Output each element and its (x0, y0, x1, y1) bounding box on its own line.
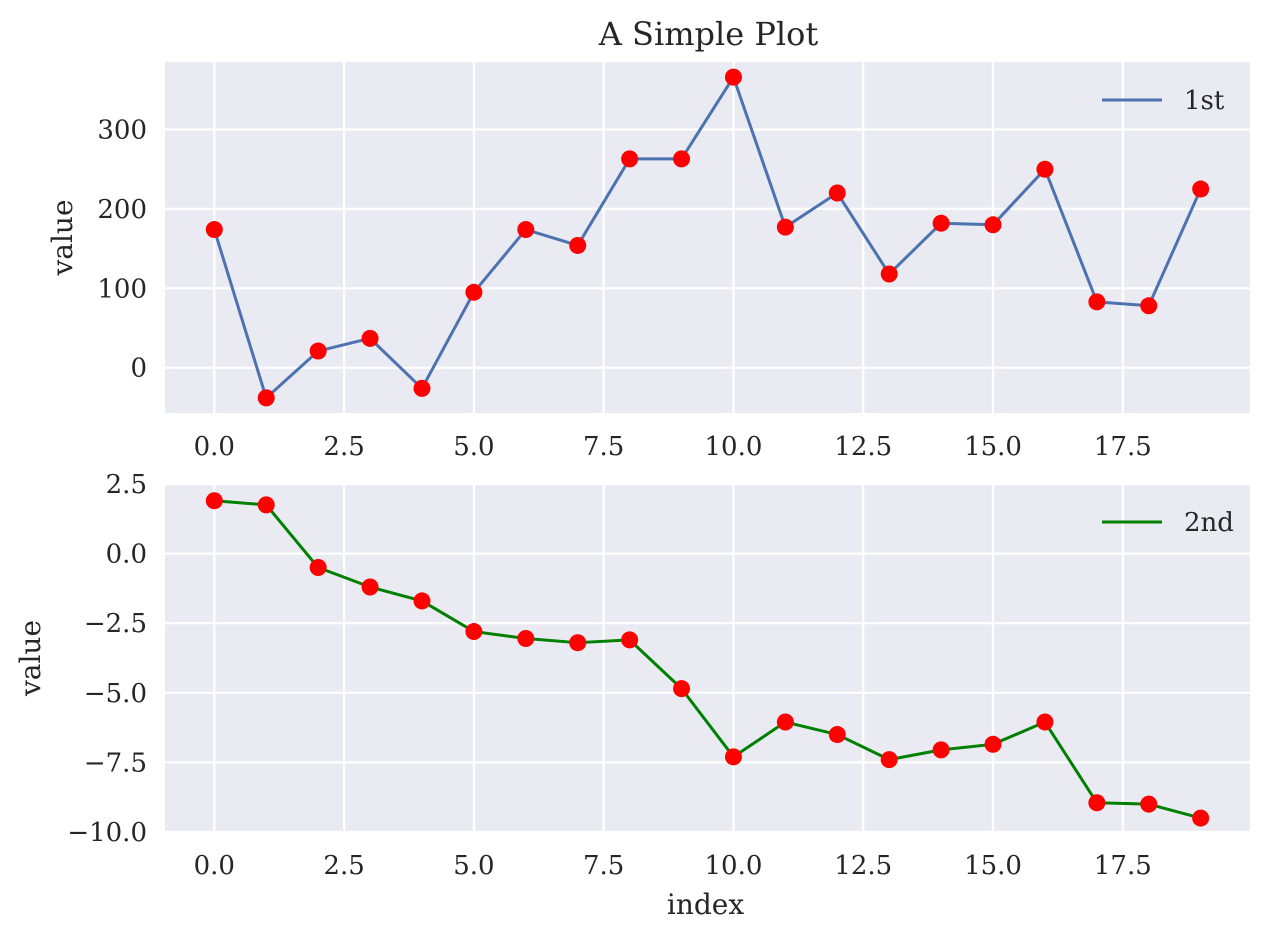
data-point (1088, 293, 1106, 311)
data-point (205, 221, 223, 239)
x-tick-label: 5.0 (453, 432, 494, 462)
x-tick-label: 15.0 (964, 432, 1022, 462)
plot-background (165, 484, 1250, 832)
watermark-text: 知乎 @丁凯星 (1034, 870, 1236, 908)
data-point (517, 630, 535, 648)
data-point (1088, 794, 1106, 812)
data-point (309, 559, 327, 577)
y-tick-label: 0.0 (106, 540, 147, 570)
data-point (205, 492, 223, 510)
x-tick-label: 0.0 (194, 432, 235, 462)
data-point (309, 342, 327, 360)
data-point (621, 631, 639, 649)
x-tick-label: 7.5 (583, 851, 624, 881)
data-point (880, 265, 898, 283)
x-tick-label: 15.0 (964, 851, 1022, 881)
data-point (361, 578, 379, 596)
data-point (984, 735, 1002, 753)
x-tick-label: 2.5 (323, 432, 364, 462)
x-tick-label: 17.5 (1094, 432, 1152, 462)
data-point (724, 68, 742, 86)
y-axis-label: value (46, 199, 79, 276)
legend-label: 2nd (1184, 508, 1234, 538)
data-point (828, 726, 846, 744)
x-tick-label: 7.5 (583, 432, 624, 462)
data-point (673, 680, 691, 698)
x-tick-label: 12.5 (834, 851, 892, 881)
x-tick-label: 2.5 (323, 851, 364, 881)
data-point (465, 283, 483, 301)
data-point (413, 592, 431, 610)
data-point (465, 623, 483, 641)
data-point (1140, 795, 1158, 813)
data-point (1036, 713, 1054, 731)
x-tick-label: 17.5 (1094, 851, 1152, 881)
data-point (361, 329, 379, 347)
data-point (413, 379, 431, 397)
x-tick-label: 5.0 (453, 851, 494, 881)
data-point (1140, 297, 1158, 315)
chart-title: A Simple Plot (598, 15, 819, 53)
data-point (257, 496, 275, 514)
y-tick-label: 0 (130, 354, 147, 384)
data-point (724, 748, 742, 766)
data-point (776, 713, 794, 731)
plot-background (165, 62, 1250, 413)
data-point (569, 634, 587, 652)
legend-label: 1st (1184, 86, 1225, 116)
y-tick-label: 100 (97, 274, 147, 304)
data-point (932, 214, 950, 232)
data-point (673, 150, 691, 168)
y-tick-label: 300 (97, 116, 147, 146)
y-axis-label: value (14, 620, 47, 697)
y-tick-label: −10.0 (67, 818, 147, 848)
data-point (776, 218, 794, 236)
data-point (569, 236, 587, 254)
y-tick-label: −5.0 (84, 679, 147, 709)
x-tick-label: 0.0 (194, 851, 235, 881)
data-point (880, 751, 898, 769)
data-point (1192, 180, 1210, 198)
y-tick-label: −7.5 (84, 748, 147, 778)
data-point (257, 389, 275, 407)
series-line (212, 75, 1203, 400)
data-point (1036, 160, 1054, 178)
y-tick-label: −2.5 (84, 609, 147, 639)
bottom-subplot: 0.0 2.5 5.0 7.5 10.0 12.5 15.0 17.5 2.5 0.0 −2.5 −5… (14, 470, 1250, 921)
x-tick-label: 12.5 (834, 432, 892, 462)
y-tick-label: 200 (97, 195, 147, 225)
data-point (517, 221, 535, 239)
top-subplot: 0.0 2.5 5.0 7.5 10.0 12.5 15.0 17.5 0 100 200 300 A … (46, 15, 1250, 462)
data-point (932, 741, 950, 759)
x-axis-label: index (667, 888, 744, 921)
y-tick-label: 2.5 (106, 470, 147, 500)
x-tick-label: 10.0 (705, 851, 763, 881)
series-line (214, 499, 1202, 820)
data-point (1192, 809, 1210, 827)
data-point (621, 150, 639, 168)
data-point (984, 216, 1002, 234)
x-tick-label: 10.0 (705, 432, 763, 462)
data-point (828, 184, 846, 202)
